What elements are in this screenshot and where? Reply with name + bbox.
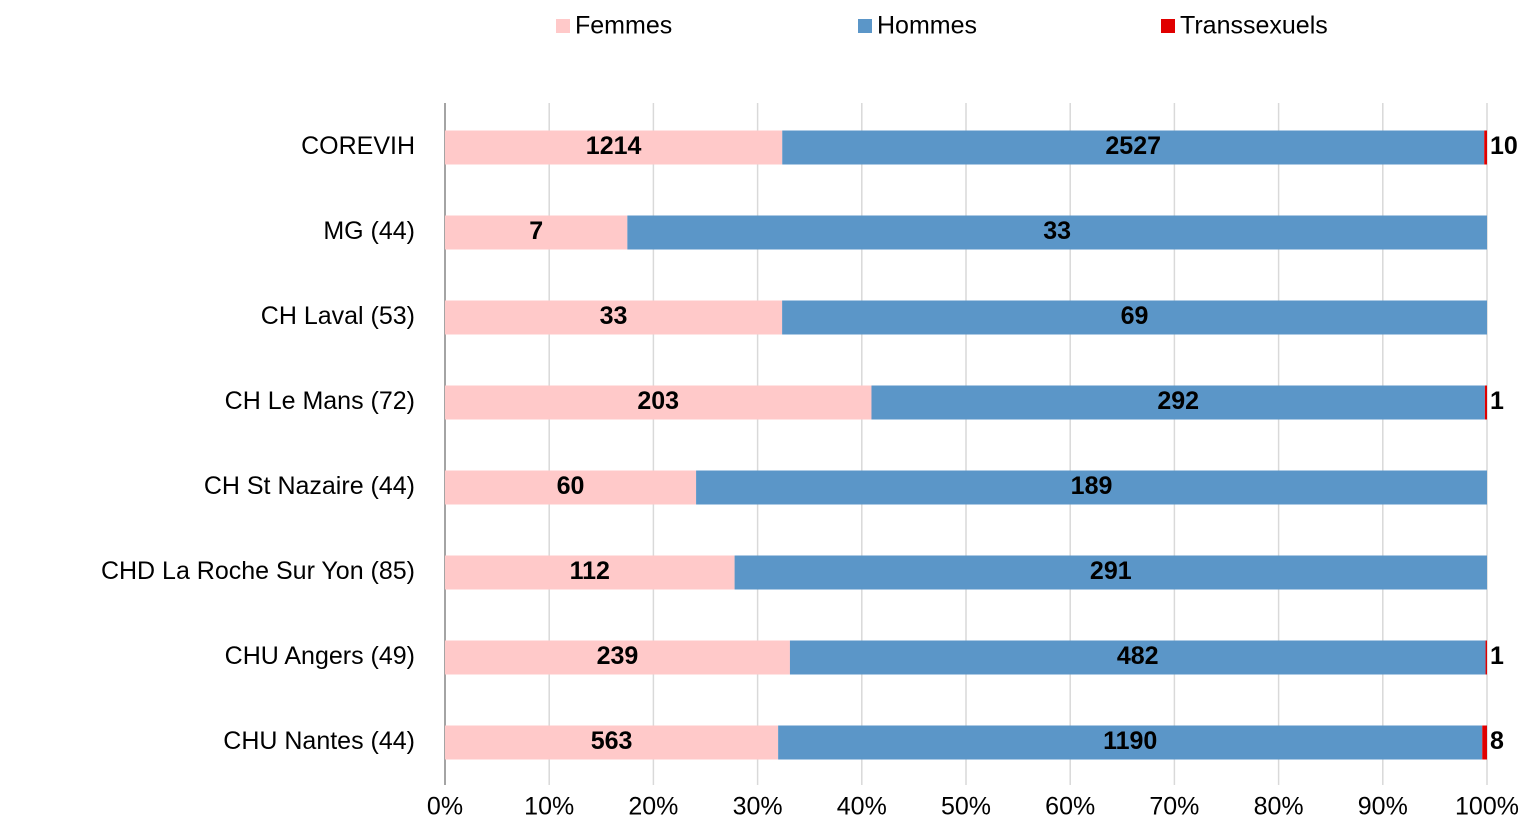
x-tick-label: 50% bbox=[941, 793, 991, 821]
x-tick-label: 60% bbox=[1045, 793, 1095, 821]
data-label: 563 bbox=[591, 727, 633, 755]
category-label: CHU Angers (49) bbox=[225, 642, 415, 670]
x-tick-label: 80% bbox=[1254, 793, 1304, 821]
legend-label: Femmes bbox=[575, 12, 672, 40]
bar-segment bbox=[696, 470, 1487, 505]
bar-segment bbox=[627, 215, 1487, 250]
category-label: CH Le Mans (72) bbox=[225, 387, 415, 415]
data-label: 2527 bbox=[1105, 132, 1161, 160]
legend-swatch bbox=[556, 19, 570, 33]
bar-segment bbox=[445, 640, 790, 675]
bar-segment bbox=[734, 555, 1487, 590]
x-tick-label: 30% bbox=[733, 793, 783, 821]
data-label: 292 bbox=[1157, 387, 1199, 415]
x-tick-label: 0% bbox=[427, 793, 463, 821]
bar-segment bbox=[1484, 130, 1487, 165]
legend-swatch bbox=[1161, 19, 1175, 33]
data-label: 482 bbox=[1117, 642, 1159, 670]
category-label: COREVIH bbox=[301, 132, 415, 160]
bar-segment bbox=[778, 725, 1483, 760]
x-tick-label: 20% bbox=[628, 793, 678, 821]
bar-segment bbox=[1482, 725, 1487, 760]
bar-segment bbox=[1485, 640, 1487, 675]
data-label: 69 bbox=[1121, 302, 1149, 330]
x-tick-label: 90% bbox=[1358, 793, 1408, 821]
category-label: MG (44) bbox=[323, 217, 415, 245]
bar-segment bbox=[782, 130, 1485, 165]
bar-segment bbox=[445, 215, 628, 250]
data-label: 203 bbox=[637, 387, 679, 415]
legend-label: Hommes bbox=[877, 12, 977, 40]
bar-segment bbox=[445, 130, 783, 165]
bar-segment bbox=[445, 385, 872, 420]
category-label: CHD La Roche Sur Yon (85) bbox=[101, 557, 415, 585]
x-tick-label: 70% bbox=[1149, 793, 1199, 821]
data-label: 189 bbox=[1071, 472, 1113, 500]
data-label: 1 bbox=[1490, 387, 1504, 415]
data-label: 239 bbox=[597, 642, 639, 670]
category-label: CH Laval (53) bbox=[261, 302, 415, 330]
data-label: 1190 bbox=[1103, 727, 1157, 755]
bar-segment bbox=[1484, 385, 1487, 420]
data-label: 33 bbox=[1043, 217, 1071, 245]
category-label: CH St Nazaire (44) bbox=[204, 472, 415, 500]
data-label: 1 bbox=[1490, 642, 1504, 670]
x-tick-label: 100% bbox=[1455, 793, 1519, 821]
data-label: 8 bbox=[1490, 727, 1504, 755]
category-label: CHU Nantes (44) bbox=[223, 727, 415, 755]
bar-segment bbox=[871, 385, 1485, 420]
data-label: 291 bbox=[1090, 557, 1132, 585]
data-label: 7 bbox=[529, 217, 543, 245]
data-label: 10 bbox=[1490, 132, 1518, 160]
bar-segment bbox=[789, 640, 1486, 675]
data-label: 33 bbox=[600, 302, 628, 330]
legend-swatch bbox=[858, 19, 872, 33]
bar-segment bbox=[445, 300, 783, 335]
data-label: 1214 bbox=[586, 132, 642, 160]
data-label: 60 bbox=[557, 472, 585, 500]
legend-label: Transsexuels bbox=[1180, 12, 1328, 40]
bar-segment bbox=[445, 470, 697, 505]
bar-segment bbox=[445, 555, 735, 590]
x-tick-label: 40% bbox=[837, 793, 887, 821]
bar-segment bbox=[782, 300, 1487, 335]
data-label: 112 bbox=[570, 557, 610, 585]
x-tick-label: 10% bbox=[524, 793, 574, 821]
bar-segment bbox=[445, 725, 779, 760]
